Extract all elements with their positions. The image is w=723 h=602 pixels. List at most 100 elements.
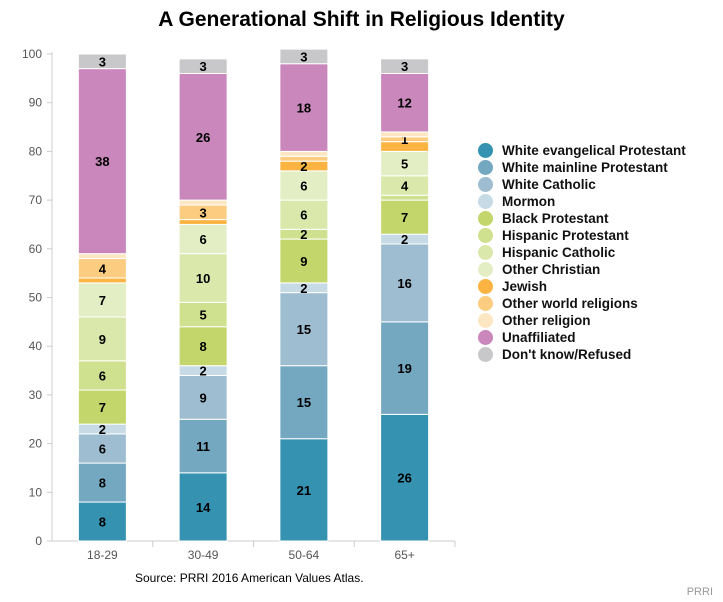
legend-item: Hispanic Catholic	[478, 244, 686, 261]
data-label: 9	[300, 254, 307, 269]
bar-segment	[178, 199, 228, 206]
y-tick-label: 80	[29, 144, 43, 158]
data-label: 38	[95, 154, 109, 169]
bar-segment	[77, 53, 127, 70]
x-tick-label: 50-64	[289, 548, 320, 562]
data-label: 6	[99, 441, 106, 456]
legend-item: Mormon	[478, 193, 686, 210]
data-label: 8	[99, 515, 106, 530]
data-label: 15	[297, 322, 311, 337]
bar-segment	[178, 223, 228, 255]
legend-label: Black Protestant	[502, 211, 609, 226]
bar-segment	[77, 316, 127, 362]
chart-title: A Generational Shift in Religious Identi…	[158, 8, 565, 31]
data-label: 18	[297, 101, 311, 116]
data-label: 26	[397, 471, 411, 486]
bar-segment	[178, 58, 228, 74]
data-label: 5	[200, 308, 207, 323]
source-note: Source: PRRI 2016 American Values Atlas.	[135, 571, 364, 585]
brand-label: PRRI	[686, 586, 713, 598]
bar-segment	[279, 438, 329, 542]
bar-segment	[178, 219, 228, 225]
bar-segment	[77, 462, 127, 503]
legend-label: Other world religions	[502, 296, 638, 311]
bar-segment	[77, 433, 127, 464]
data-label: 6	[200, 232, 207, 247]
legend-swatch	[478, 262, 493, 277]
legend-item: Don't know/Refused	[478, 346, 686, 363]
data-label: 3	[99, 54, 106, 69]
legend-item: Other religion	[478, 312, 686, 329]
legend-label: White mainline Protestant	[502, 160, 668, 175]
legend-swatch	[478, 228, 493, 243]
legend-label: Mormon	[502, 194, 556, 209]
legend-item: Black Protestant	[478, 210, 686, 227]
bar-segment	[279, 150, 329, 157]
legend-item: Jewish	[478, 278, 686, 295]
bar-segment	[380, 194, 430, 201]
data-label: 4	[99, 261, 107, 276]
data-label: 19	[397, 361, 411, 376]
y-tick-label: 70	[29, 193, 43, 207]
legend-swatch	[478, 160, 493, 175]
data-label: 2	[300, 281, 307, 296]
data-label: 3	[200, 59, 207, 74]
data-label: 2	[300, 159, 307, 174]
data-label: 5	[401, 157, 408, 172]
data-label: 3	[401, 59, 408, 74]
bar-segment	[77, 277, 127, 284]
bar-segment	[178, 72, 228, 201]
legend-label: Don't know/Refused	[502, 347, 632, 362]
data-label: 1	[401, 132, 408, 147]
data-label: 9	[200, 390, 207, 405]
bar-segment	[77, 501, 127, 542]
data-label: 8	[99, 476, 106, 491]
bar-segment	[380, 321, 430, 415]
bar-segment	[77, 253, 127, 260]
bar-segment	[178, 374, 228, 420]
legend-swatch	[478, 296, 493, 311]
legend-item: Other world religions	[478, 295, 686, 312]
data-label: 12	[397, 96, 411, 111]
legend-swatch	[478, 194, 493, 209]
data-label: 2	[300, 227, 307, 242]
legend-swatch	[478, 177, 493, 192]
y-tick-label: 10	[29, 485, 43, 499]
data-label: 7	[99, 293, 106, 308]
data-label: 8	[200, 339, 207, 354]
legend-label: White Catholic	[502, 177, 596, 192]
data-label: 2	[401, 232, 408, 247]
bar-segment	[380, 131, 430, 138]
bar-segment	[380, 413, 430, 542]
legend-label: Hispanic Protestant	[502, 228, 629, 243]
data-label: 6	[300, 208, 307, 223]
legend-item: White mainline Protestant	[478, 159, 686, 176]
bar-segment	[279, 48, 329, 65]
data-label: 15	[297, 395, 311, 410]
legend-swatch	[478, 330, 493, 345]
legend-label: Other religion	[502, 313, 591, 328]
legend: White evangelical Protestant White mainli…	[478, 142, 686, 363]
legend-item: Hispanic Protestant	[478, 227, 686, 244]
data-label: 7	[401, 210, 408, 225]
bar-segment	[279, 155, 329, 162]
data-label: 3	[200, 205, 207, 220]
legend-item: White Catholic	[478, 176, 686, 193]
data-label: 26	[196, 130, 210, 145]
y-tick-label: 100	[22, 47, 42, 61]
legend-swatch	[478, 143, 493, 158]
bar-segment	[77, 389, 127, 425]
legend-swatch	[478, 347, 493, 362]
legend-item: Unaffiliated	[478, 329, 686, 346]
bar-segment	[380, 199, 430, 235]
bar-segment	[380, 58, 430, 74]
legend-swatch	[478, 313, 493, 328]
data-label: 2	[200, 364, 207, 379]
data-label: 3	[300, 49, 307, 64]
data-label: 11	[196, 439, 210, 454]
bar-segment	[279, 238, 329, 284]
bar-segment	[178, 418, 228, 474]
x-tick-label: 30-49	[188, 548, 219, 562]
